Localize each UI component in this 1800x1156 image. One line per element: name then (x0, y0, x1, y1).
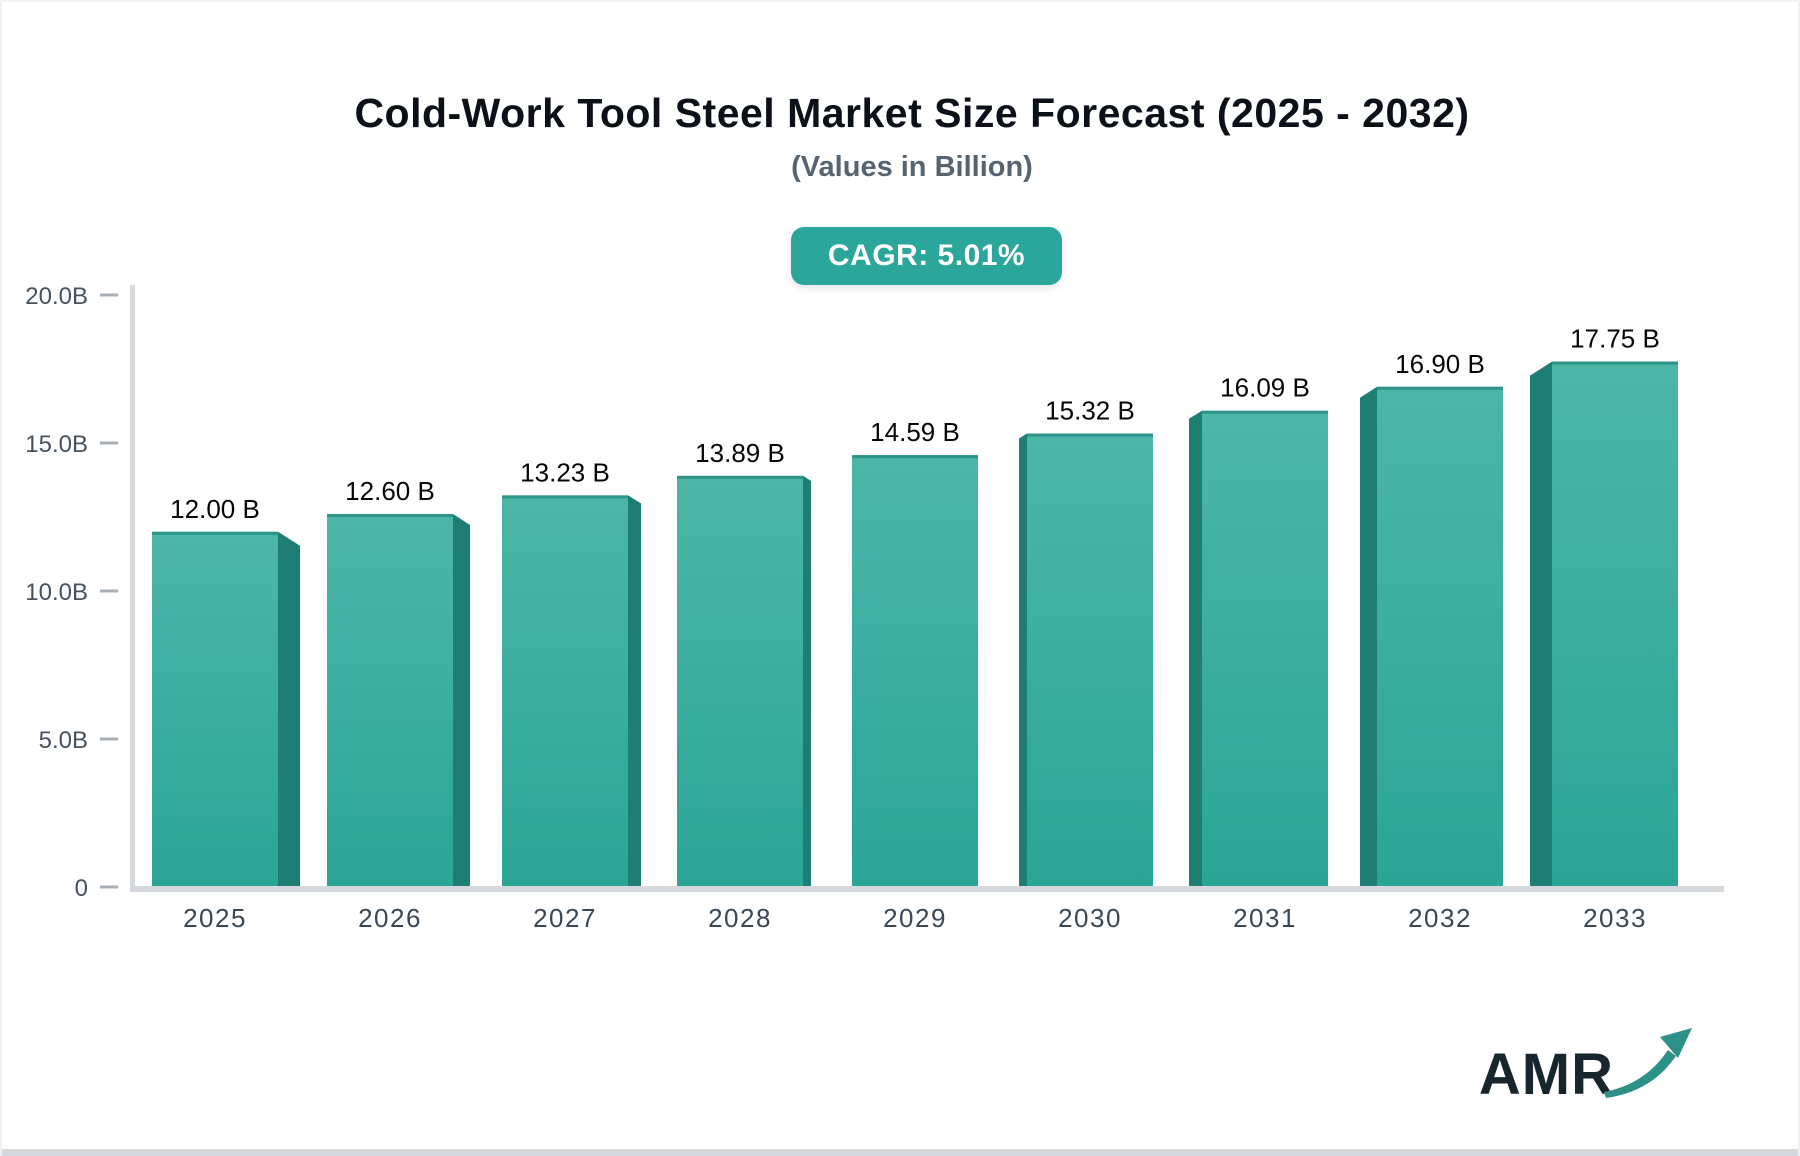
bar-top-edge (677, 475, 803, 479)
x-axis-line (130, 886, 1724, 892)
y-axis-tick-label: 0 (75, 875, 88, 902)
x-axis-label: 2031 (1233, 903, 1297, 933)
bar-face (502, 495, 628, 888)
bar-face (677, 475, 803, 888)
bar-value-label: 15.32 B (1045, 396, 1135, 426)
bar-side-face (1530, 361, 1552, 888)
bar-side-face (803, 475, 811, 887)
bottom-edge-bar (2, 1149, 1798, 1156)
x-axis-label: 2027 (533, 903, 597, 933)
x-axis-label: 2032 (1408, 903, 1472, 933)
bar-top-edge (1027, 433, 1153, 437)
bar-group-2032: 16.90 B 2032 (1360, 349, 1503, 933)
bar-top-edge (327, 514, 453, 518)
chart-subtitle: (Values in Billion) (791, 151, 1033, 183)
bar-side-face (1019, 433, 1027, 887)
chart-title: Cold-Work Tool Steel Market Size Forecas… (354, 90, 1470, 136)
bar-face (152, 531, 278, 888)
bar-side-face (1360, 386, 1377, 887)
bar-face (1027, 433, 1153, 888)
y-axis-tick (100, 885, 118, 889)
bar-face (327, 514, 453, 888)
trend-up-arrow-icon (1604, 1028, 1692, 1098)
amr-logo: AMR (1479, 1018, 1696, 1104)
bar-group-2031: 16.09 B 2031 (1189, 373, 1328, 933)
bar-value-label: 12.00 B (170, 494, 260, 524)
x-axis-label: 2028 (708, 903, 772, 933)
bar-top-edge (852, 455, 978, 459)
bar-value-label: 16.09 B (1220, 373, 1310, 403)
bar-top-edge (1377, 386, 1503, 390)
bar-group-2026: 12.60 B 2026 (327, 476, 470, 933)
y-axis-tick-label: 5.0B (39, 727, 88, 754)
bar-value-label: 13.89 B (695, 438, 785, 468)
bar-value-label: 12.60 B (345, 476, 435, 506)
bar-top-edge (1552, 361, 1678, 365)
bar-face (852, 455, 978, 888)
x-axis-label: 2030 (1058, 903, 1122, 933)
cagr-badge: CAGR: 5.01% (791, 227, 1062, 285)
y-axis-tick (100, 737, 118, 741)
bar-side-face (453, 514, 470, 887)
y-axis-tick-label: 15.0B (25, 431, 88, 458)
chart-header: Cold-Work Tool Steel Market Size Forecas… (2, 90, 1798, 184)
bar-value-label: 16.90 B (1395, 349, 1485, 379)
bar-group-2033: 17.75 B 2033 (1530, 324, 1678, 933)
bar-value-label: 17.75 B (1570, 324, 1660, 354)
bar-top-edge (1202, 410, 1328, 414)
y-axis-tick (100, 293, 118, 297)
bar-group-2027: 13.23 B 2027 (502, 457, 641, 933)
bar-face (1377, 386, 1503, 888)
bar-group-2025: 12.00 B 2025 (152, 494, 300, 933)
bar-top-edge (152, 531, 278, 535)
bar-side-face (1189, 410, 1202, 887)
bar-group-2030: 15.32 B 2030 (1019, 396, 1153, 933)
x-axis-label: 2033 (1583, 903, 1647, 933)
bar-side-face (628, 495, 641, 887)
bar-value-label: 14.59 B (870, 417, 960, 447)
bar-group-2028: 13.89 B 2028 (677, 438, 811, 933)
y-axis-tick-label: 20.0B (25, 283, 88, 310)
y-axis-line (130, 285, 135, 890)
x-axis-label: 2025 (183, 903, 247, 933)
amr-logo-text: AMR (1478, 1042, 1614, 1107)
x-axis-label: 2026 (358, 903, 422, 933)
y-axis-tick (100, 589, 118, 593)
bar-side-face (278, 531, 300, 887)
y-axis-tick-label: 10.0B (25, 579, 88, 606)
bar-face (1552, 361, 1678, 889)
bar-face (1202, 410, 1328, 888)
x-axis-label: 2029 (883, 903, 947, 933)
bar-top-edge (502, 495, 628, 499)
y-axis-tick (100, 441, 118, 445)
bar-group-2029: 14.59 B 2029 (852, 417, 978, 933)
bar-value-label: 13.23 B (520, 457, 610, 487)
